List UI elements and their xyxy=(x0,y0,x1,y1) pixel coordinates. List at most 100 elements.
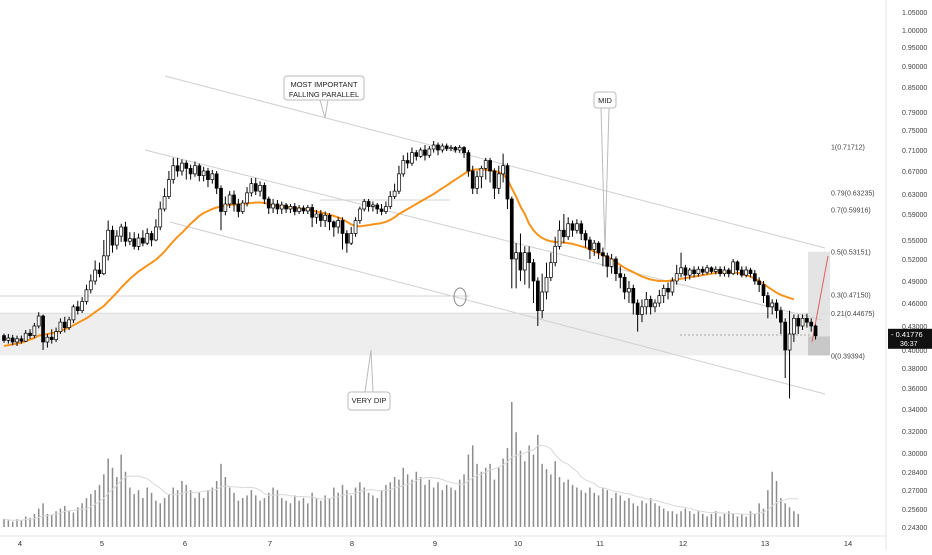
volume-bar xyxy=(346,490,348,527)
candle-body xyxy=(601,252,605,257)
candle-body xyxy=(423,149,427,156)
candle-body xyxy=(214,173,219,189)
candle-body xyxy=(757,280,762,286)
fib-level-label: 0.7(0.59916) xyxy=(831,207,871,214)
candle-body xyxy=(809,321,814,327)
volume-bar xyxy=(706,516,708,527)
volume-bar xyxy=(159,503,161,527)
volume-bar xyxy=(267,492,270,527)
candle-body xyxy=(114,235,119,246)
volume-bar xyxy=(142,498,144,527)
candle-body xyxy=(687,269,692,276)
volume-bar xyxy=(250,490,253,527)
volume-bar xyxy=(94,490,96,527)
volume-bar xyxy=(662,508,665,527)
volume-bar xyxy=(745,516,747,527)
y-tick-label: 0.79000 xyxy=(902,110,927,117)
volume-bar xyxy=(98,484,101,527)
candle-body xyxy=(75,306,80,312)
volume-bar xyxy=(363,487,365,527)
candle-body xyxy=(388,196,393,207)
candle-body xyxy=(19,338,24,342)
candle-body xyxy=(640,306,644,315)
y-tick-label: 0.52000 xyxy=(902,257,927,264)
volume-bar xyxy=(715,511,717,527)
candle-body xyxy=(488,160,492,172)
candle-body xyxy=(449,147,453,149)
candle-body xyxy=(679,267,683,275)
y-tick-label: 0.43000 xyxy=(902,324,927,331)
candle-body xyxy=(531,262,536,282)
volume-bar xyxy=(215,480,218,527)
candle-body xyxy=(783,321,788,351)
candle-body xyxy=(683,267,688,276)
x-tick-label: 6 xyxy=(183,539,187,548)
moving-average-line xyxy=(3,168,795,347)
candle-body xyxy=(475,176,479,189)
volume-bar xyxy=(693,513,695,527)
volume-bar xyxy=(311,492,313,527)
candle-body xyxy=(340,220,345,234)
candle-body xyxy=(674,273,679,282)
x-tick-label: 9 xyxy=(433,539,437,548)
volume-bar xyxy=(797,513,799,527)
candle-body xyxy=(397,173,401,192)
volume-bar xyxy=(328,498,331,527)
volume-bar xyxy=(502,458,504,527)
candle-body xyxy=(292,206,297,212)
y-tick-label: 0.30000 xyxy=(902,451,927,458)
candle-body xyxy=(353,220,358,234)
volume-layer xyxy=(3,402,799,527)
volume-bar xyxy=(337,492,339,527)
candle-body xyxy=(58,321,63,332)
y-tick-label: 0.34000 xyxy=(902,407,927,414)
mid-label: MID xyxy=(598,96,612,105)
volume-bar xyxy=(606,490,609,527)
candle-body xyxy=(713,268,718,272)
candle-body xyxy=(752,273,757,282)
volume-bar xyxy=(324,495,326,527)
candle-body xyxy=(245,192,249,204)
candle-body xyxy=(171,165,176,180)
volume-bar xyxy=(471,445,474,527)
candle-body xyxy=(6,337,11,341)
candle-body xyxy=(149,233,154,241)
candle-body xyxy=(726,269,731,275)
volume-bar xyxy=(675,513,678,527)
y-tick-label: 0.28400 xyxy=(902,470,927,477)
candle-body xyxy=(813,325,818,337)
candle-body xyxy=(201,170,206,176)
candle-body xyxy=(596,242,601,254)
candle-body xyxy=(297,207,301,212)
candle-body xyxy=(136,237,141,247)
candle-body xyxy=(188,168,193,175)
candle-body xyxy=(457,147,462,151)
channel-lower-line xyxy=(169,221,826,395)
volume-bar xyxy=(602,487,604,527)
volume-bar xyxy=(33,513,36,527)
volume-bar xyxy=(181,480,183,527)
candle-body xyxy=(509,198,514,260)
volume-bar xyxy=(445,484,448,527)
candle-body xyxy=(562,229,566,238)
candle-body xyxy=(28,332,32,336)
y-tick-label: 0.40000 xyxy=(902,348,927,355)
candle-body xyxy=(223,203,228,212)
candle-body xyxy=(253,183,258,192)
volume-bar xyxy=(20,520,23,527)
candle-body xyxy=(45,336,50,343)
candle-body xyxy=(184,162,189,169)
candle-body xyxy=(670,280,675,293)
x-tick-label: 8 xyxy=(350,539,354,548)
volume-bar xyxy=(593,492,595,527)
y-tick-label: 0.67000 xyxy=(902,169,927,176)
candle-body xyxy=(748,269,753,275)
volume-bar xyxy=(641,500,643,527)
candle-body xyxy=(722,269,727,275)
candle-body xyxy=(262,185,267,200)
volume-bar xyxy=(515,432,517,527)
volume-bar xyxy=(120,454,122,527)
candle-body xyxy=(635,302,640,315)
